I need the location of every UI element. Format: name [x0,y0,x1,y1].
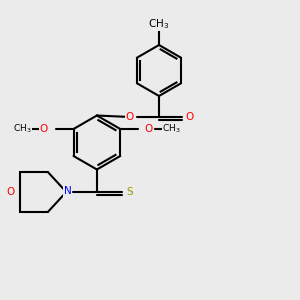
Text: CH$_3$: CH$_3$ [13,123,32,135]
Text: S: S [127,187,133,197]
Text: O: O [39,124,48,134]
Text: CH$_3$: CH$_3$ [162,123,181,135]
Text: N: N [64,186,71,197]
Text: O: O [145,124,153,134]
Text: O: O [185,112,193,122]
Text: O: O [7,187,15,197]
Text: O: O [126,112,134,122]
Text: CH$_3$: CH$_3$ [148,17,170,31]
